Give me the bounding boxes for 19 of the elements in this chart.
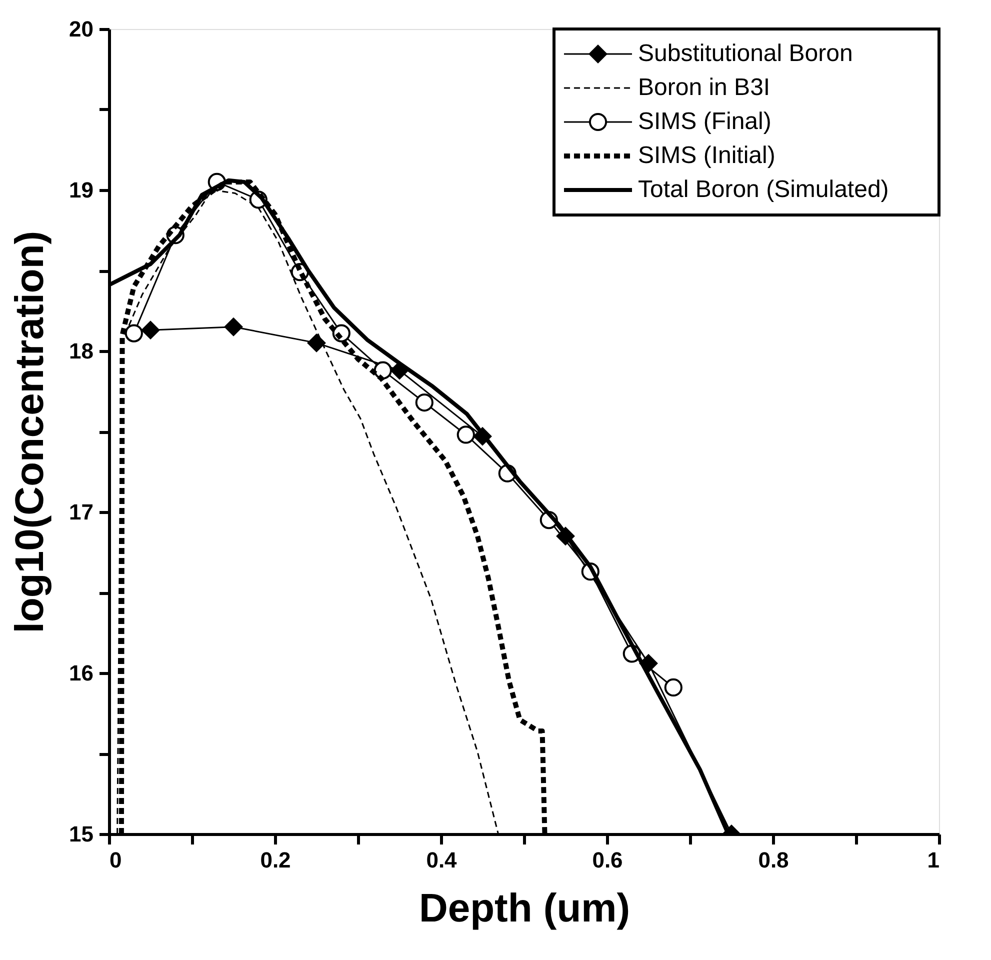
legend-label: Boron in B3I [638,74,770,101]
legend-label: SIMS (Final) [638,108,772,135]
y-tick-label: 17 [69,500,94,524]
y-tick-label: 16 [69,660,94,686]
y-tick-label: 18 [69,338,94,364]
x-tick-label: 0.2 [260,848,291,872]
x-axis-title: Depth (um) [418,886,630,930]
y-axis-title: log10(Concentration) [8,230,52,634]
legend-label: Total Boron (Simulated) [638,176,889,203]
y-tick-label: 15 [69,822,94,846]
x-tick-label: 0.8 [758,848,789,872]
x-tick-label: 0 [110,848,122,872]
y-tick-label: 19 [69,178,94,202]
legend-label: SIMS (Initial) [638,142,776,169]
x-tick-label: 0.4 [426,848,458,872]
x-tick-label: 0.6 [592,848,623,872]
y-tick-label: 20 [69,16,94,42]
legend-label: Substitutional Boron [638,40,853,67]
x-tick-label: 1 [927,848,940,872]
